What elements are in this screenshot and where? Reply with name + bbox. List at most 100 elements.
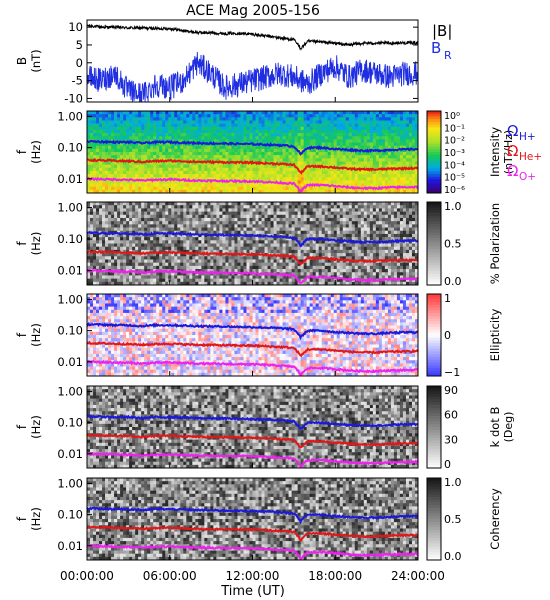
heatmap-cell [294,129,298,134]
heatmap-cell [210,186,214,191]
heatmap-cell [237,208,241,212]
heatmap-cell [144,214,148,219]
heatmap-cell [231,221,235,225]
heatmap-cell [387,123,392,128]
heatmap-cell [255,120,259,124]
heatmap-cell [207,174,211,178]
heatmap-cell [186,126,190,131]
heatmap-cell [291,249,295,254]
heatmap-cell [174,243,178,247]
heatmap-cell [294,265,298,270]
heatmap-cell [270,117,274,121]
heatmap-cell [171,189,175,194]
heatmap-cell [249,164,253,169]
heatmap-cell [315,139,319,143]
heatmap-cell [177,145,181,150]
heatmap-cell [306,221,310,225]
heatmap-cell [294,224,298,228]
heatmap-cell [225,120,229,124]
heatmap-cell [132,262,136,267]
heatmap-cell [264,249,268,254]
heatmap-cell [144,208,148,212]
heatmap-cell [183,202,187,206]
heatmap-cell [276,269,280,273]
heatmap-cell [222,256,226,260]
heatmap-cell [129,186,133,191]
heatmap-cell [309,272,313,276]
heatmap-cell [276,158,280,162]
heatmap-cell [120,111,124,115]
heatmap-cell [108,221,112,225]
heatmap-cell [177,167,181,172]
heatmap-cell [126,111,130,115]
heatmap-cell [162,217,166,222]
heatmap-cell [243,155,247,159]
heatmap-cell [126,114,130,118]
heatmap-cell [249,262,253,267]
heatmap-cell [393,126,398,131]
heatmap-cell [207,148,211,153]
heatmap-cell [282,224,286,228]
heatmap-cell [99,240,103,244]
heatmap-cell [312,155,316,159]
heatmap-cell [207,120,211,124]
heatmap-cell [408,133,413,137]
heatmap-cell [258,111,262,115]
heatmap-cell [204,111,208,115]
heatmap-cell [339,114,344,118]
heatmap-cell [276,259,280,263]
heatmap-cell [309,214,313,219]
heatmap-cell [117,186,121,191]
heatmap-cell [354,189,359,194]
heatmap-cell [90,224,94,228]
heatmap-cell [234,202,238,206]
heatmap-cell [198,158,202,162]
heatmap-cell [210,139,214,143]
heatmap-cell [228,186,232,191]
heatmap-cell [105,202,109,206]
heatmap-cell [156,246,160,251]
heatmap-cell [291,246,295,251]
heatmap-cell [144,117,148,121]
heatmap-cell [96,167,100,172]
heatmap-cell [240,174,244,178]
heatmap-cell [231,214,235,219]
heatmap-cell [207,114,211,118]
heatmap-cell [243,227,247,232]
heatmap-cell [363,155,368,159]
heatmap-cell [183,224,187,228]
heatmap-cell [219,224,223,228]
heatmap-cell [336,129,341,134]
heatmap-cell [90,111,94,115]
heatmap-cell [375,177,380,181]
heatmap-cell [168,272,172,276]
heatmap-cell [102,221,106,225]
heatmap-cell [261,189,265,194]
heatmap-cell [390,158,395,162]
heatmap-cell [258,183,262,187]
heatmap-cell [240,259,244,263]
heatmap-cell [87,180,91,184]
heatmap-cell [165,161,169,165]
heatmap-cell [195,224,199,228]
heatmap-cell [144,123,148,128]
heatmap-cell [414,126,419,131]
heatmap-cell [240,164,244,169]
heatmap-cell [141,249,145,254]
heatmap-cell [315,120,319,124]
heatmap-cell [186,208,190,212]
heatmap-cell [156,174,160,178]
heatmap-cell [231,202,235,206]
heatmap-cell [114,259,118,263]
heatmap-cell [258,148,262,153]
heatmap-cell [138,278,142,283]
heatmap-cell [114,180,118,184]
heatmap-cell [93,214,97,219]
heatmap-cell [321,253,326,257]
heatmap-cell [102,205,106,209]
heatmap-cell [321,249,326,254]
heatmap-cell [303,262,307,267]
heatmap-cell [249,246,253,251]
heatmap-cell [378,123,383,128]
heatmap-cell [363,170,368,175]
